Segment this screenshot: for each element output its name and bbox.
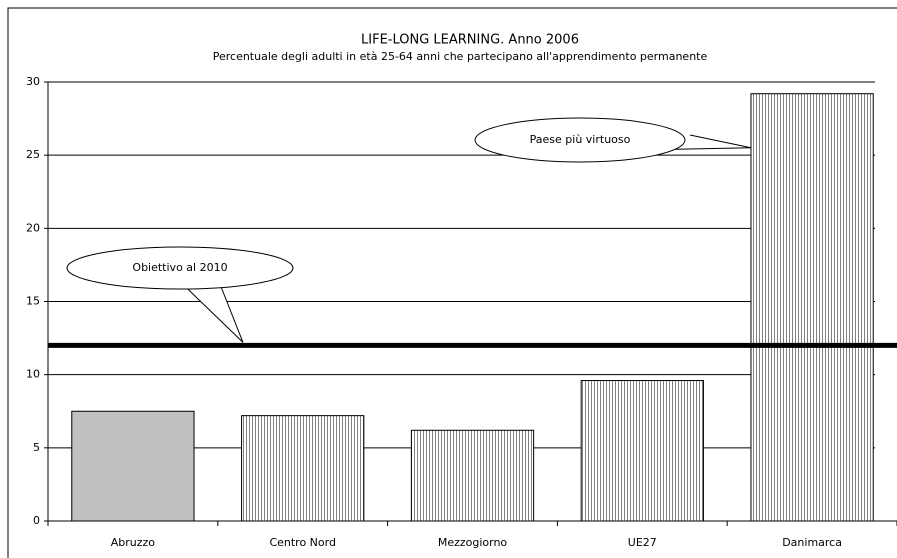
target-callout-cover <box>186 281 219 287</box>
target-callout-bubble <box>66 246 294 290</box>
annotation-text: Paese più virtuoso <box>530 133 631 146</box>
y-tick-label: 0 <box>33 514 40 527</box>
target-callout-tail <box>185 282 244 343</box>
bar <box>71 410 195 522</box>
y-tick-label: 20 <box>26 221 40 234</box>
frame <box>7 7 897 558</box>
x-tick-label: Abruzzo <box>111 536 156 549</box>
bar <box>410 429 535 522</box>
y-tick-label: 10 <box>26 368 40 381</box>
bar <box>241 415 365 522</box>
bar <box>580 380 704 522</box>
y-tick-label: 25 <box>26 148 40 161</box>
chart-subtitle: Percentuale degli adulti in età 25-64 an… <box>213 50 708 63</box>
bar <box>750 93 874 522</box>
x-tick-label: UE27 <box>628 536 657 549</box>
target-callout-text: Obiettivo al 2010 <box>132 261 227 274</box>
y-tick-label: 5 <box>33 441 40 454</box>
x-tick-label: Danimarca <box>782 536 842 549</box>
y-tick-label: 30 <box>26 75 40 88</box>
x-tick-label: Centro Nord <box>269 536 336 549</box>
annotation-bubble <box>474 117 686 163</box>
y-tick-label: 15 <box>26 295 40 308</box>
x-tick-label: Mezzogiorno <box>438 536 508 549</box>
chart-title: LIFE-LONG LEARNING. Anno 2006 <box>361 33 579 48</box>
